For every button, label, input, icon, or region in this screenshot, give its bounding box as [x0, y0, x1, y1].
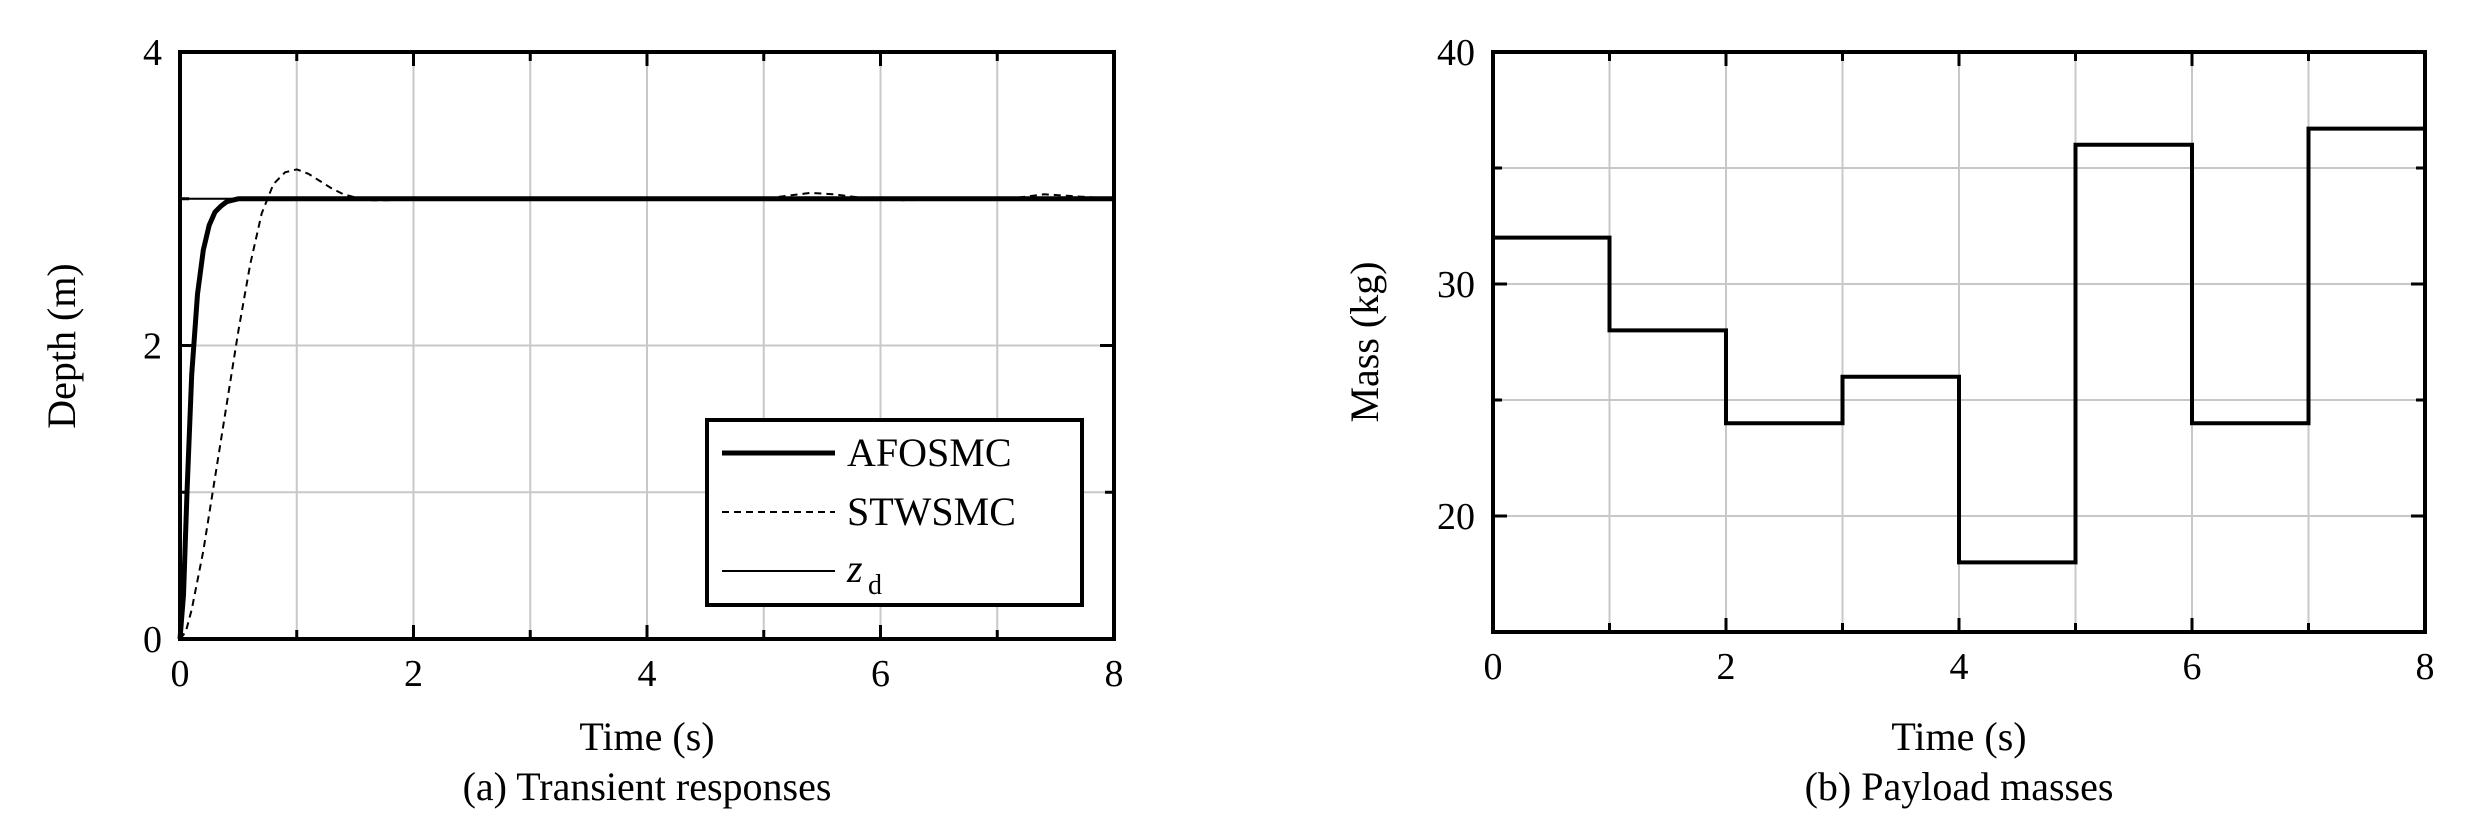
- x-tick-label: 6: [871, 653, 890, 695]
- y-tick-label: 2: [143, 326, 162, 368]
- series-line-afosmc: [177, 196, 1114, 640]
- x-tick-label: 0: [171, 653, 190, 695]
- tick-marks: [1491, 50, 2427, 632]
- legend: AFOSMC STWSMC z d: [705, 418, 1084, 607]
- caption: (a) Transient responses: [463, 764, 832, 809]
- x-axis-label: Time (s): [1891, 714, 2026, 759]
- y-tick-label: 4: [143, 32, 162, 74]
- x-tick-label: 0: [1484, 646, 1503, 688]
- legend-label-stwsmc: STWSMC: [847, 489, 1016, 534]
- x-tick-label: 2: [404, 653, 423, 695]
- y-tick-label: 30: [1437, 264, 1475, 306]
- series-line-stwsmc: [179, 168, 1115, 640]
- legend-label-afosmc: AFOSMC: [847, 430, 1012, 475]
- x-tick-label: 2: [1717, 646, 1736, 688]
- y-tick-label: 20: [1437, 496, 1475, 538]
- caption: (b) Payload masses: [1805, 764, 2114, 809]
- y-tick-label: 0: [143, 619, 162, 661]
- y-axis-label: Mass (kg): [1342, 261, 1387, 422]
- chart-payload-masses: 0 2 4 6 8 20 30 40 Time (s) Mass (kg) (b) Paylo…: [1342, 32, 2435, 809]
- legend-label-zd-subscript: d: [868, 570, 882, 601]
- x-axis-label: Time (s): [579, 714, 714, 759]
- y-tick-label: 40: [1437, 32, 1475, 74]
- chart-transient-responses: 0 2 4 6 8 0 2 4 Time (s) Depth (m) (a) Transien…: [39, 32, 1124, 809]
- x-tick-label: 4: [1950, 646, 1969, 688]
- tick-labels: 0 2 4 6 8 20 30 40: [1437, 32, 2435, 688]
- series-group: [177, 168, 1115, 640]
- x-tick-label: 4: [638, 653, 657, 695]
- tick-labels: 0 2 4 6 8 0 2 4: [143, 32, 1124, 695]
- x-tick-label: 8: [1105, 653, 1124, 695]
- x-tick-label: 8: [2416, 646, 2435, 688]
- series-line-mass: [1493, 126, 2427, 565]
- y-axis-label: Depth (m): [39, 263, 84, 429]
- legend-label-zd: z: [846, 546, 863, 591]
- series-group: [1493, 126, 2427, 565]
- tick-marks: [178, 50, 1116, 641]
- x-tick-label: 6: [2183, 646, 2202, 688]
